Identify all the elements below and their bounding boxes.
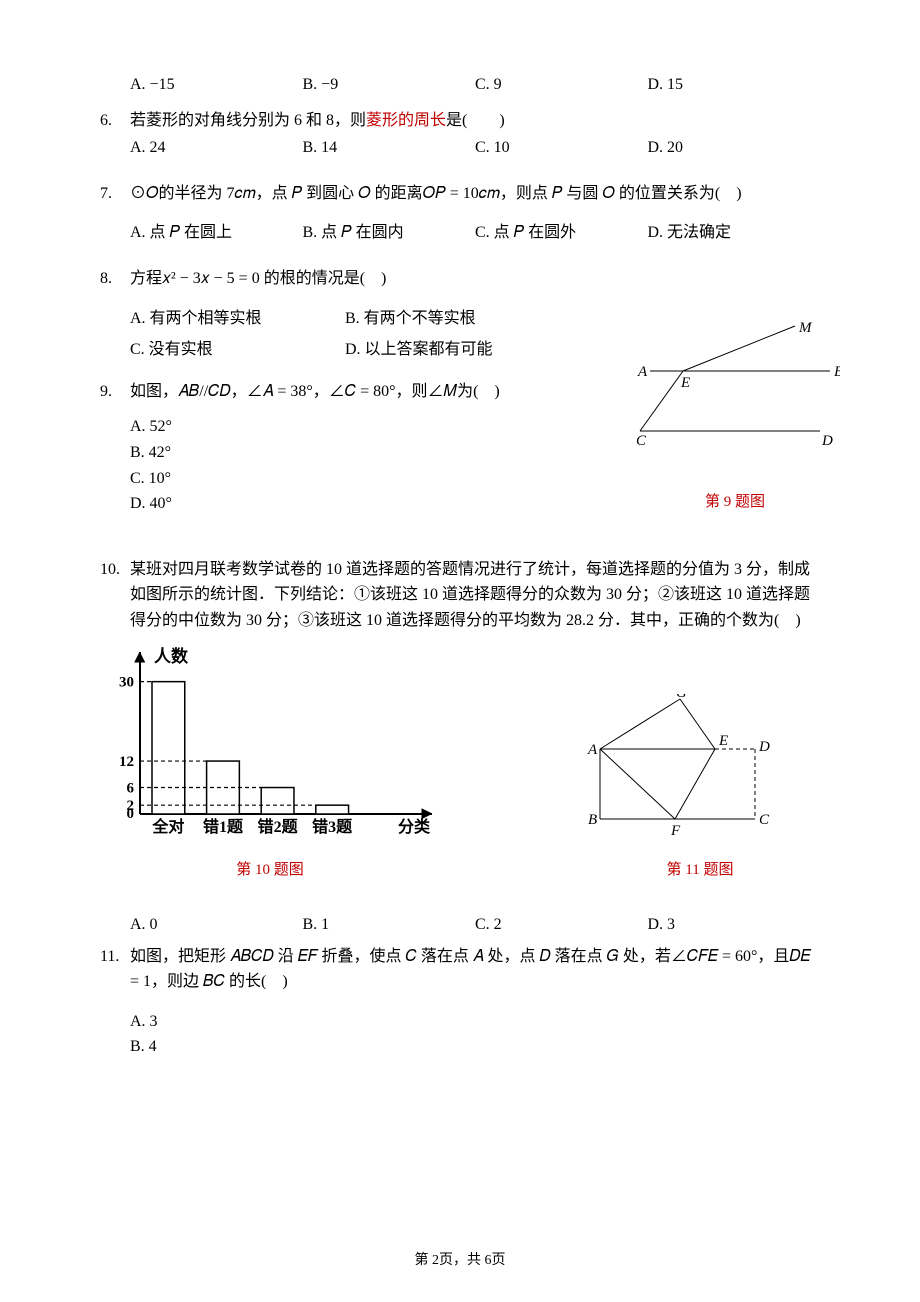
q6-stem-red: 菱形的周长 (366, 112, 446, 129)
q8-opt-b: B. 有两个不等实根 (345, 306, 560, 332)
q8-opt-c: C. 没有实根 (130, 337, 345, 363)
q10-stem: 10. 某班对四月联考数学试卷的 10 道选择题的答题情况进行了统计，每道选择题… (100, 557, 820, 634)
q11-opt-a: A. 3 (130, 1009, 820, 1035)
q11-options: A. 3 B. 4 (100, 1009, 820, 1060)
q6-opt-d: D. 20 (648, 135, 821, 161)
q10-figure: 0261230全对错1题错2题错3题人数分类 第 10 题图 (100, 644, 440, 883)
q10-opt-d: D. 3 (648, 912, 821, 938)
svg-text:6: 6 (127, 780, 135, 796)
svg-text:D: D (821, 433, 833, 449)
svg-text:E: E (718, 733, 728, 749)
q8-text: 方程𝑥² − 3𝑥 − 5 = 0 的根的情况是( ) (130, 266, 820, 292)
q6-stem: 6. 若菱形的对角线分别为 6 和 8，则菱形的周长是( ) (100, 108, 820, 134)
q7-opt-d: D. 无法确定 (648, 220, 821, 246)
svg-text:C: C (759, 812, 770, 828)
q11-stem: 11. 如图，把矩形 𝐴𝐵𝐶𝐷 沿 𝐸𝐹 折叠，使点 𝐶 落在点 𝐴 处，点 𝐷… (100, 944, 820, 995)
q6-stem-pre: 若菱形的对角线分别为 6 和 8，则 (130, 112, 366, 129)
q7-options: A. 点 𝑃 在圆上 B. 点 𝑃 在圆内 C. 点 𝑃 在圆外 D. 无法确定 (100, 220, 820, 246)
svg-text:全对: 全对 (151, 817, 184, 836)
q11-num: 11. (100, 944, 130, 995)
q10-caption: 第 10 题图 (100, 858, 440, 882)
svg-text:F: F (670, 823, 681, 839)
svg-text:B: B (834, 364, 840, 380)
q8-stem: 8. 方程𝑥² − 3𝑥 − 5 = 0 的根的情况是( ) (100, 266, 820, 292)
svg-text:错2题: 错2题 (258, 817, 299, 836)
q7-stem: 7. ⊙𝑂的半径为 7𝑐𝑚，点 𝑃 到圆心 𝑂 的距离𝑂𝑃 = 10𝑐𝑚，则点 … (100, 181, 820, 207)
q6-opt-c: C. 10 (475, 135, 648, 161)
q5-options: A. −15 B. −9 C. 9 D. 15 (100, 72, 820, 98)
q11-diagram: A B C D E F G (580, 694, 790, 844)
q5-opt-d: D. 15 (648, 72, 821, 98)
svg-text:B: B (588, 812, 597, 828)
q10-opt-c: C. 2 (475, 912, 648, 938)
q7-opt-c: C. 点 𝑃 在圆外 (475, 220, 648, 246)
svg-text:E: E (680, 375, 690, 391)
q11-opt-b: B. 4 (130, 1034, 820, 1060)
svg-text:2: 2 (127, 798, 135, 814)
q6-num: 6. (100, 108, 130, 134)
q10-chart: 0261230全对错1题错2题错3题人数分类 (100, 644, 440, 844)
q7-opt-b: B. 点 𝑃 在圆内 (303, 220, 476, 246)
svg-text:D: D (758, 739, 770, 755)
q5-opt-a: A. −15 (130, 72, 303, 98)
q6-options: A. 24 B. 14 C. 10 D. 20 (100, 135, 820, 161)
q7-num: 7. (100, 181, 130, 207)
svg-text:G: G (676, 694, 687, 701)
svg-text:C: C (636, 433, 647, 449)
q9-diagram: A B C D M E (630, 321, 840, 451)
q9-num: 9. (100, 379, 130, 405)
q11-text: 如图，把矩形 𝐴𝐵𝐶𝐷 沿 𝐸𝐹 折叠，使点 𝐶 落在点 𝐴 处，点 𝐷 落在点… (130, 944, 820, 995)
q9-figure: A B C D M E 第 9 题图 (630, 321, 840, 514)
q5-opt-b: B. −9 (303, 72, 476, 98)
q10-num: 10. (100, 557, 130, 634)
q5-opt-c: C. 9 (475, 72, 648, 98)
q7-text: ⊙𝑂的半径为 7𝑐𝑚，点 𝑃 到圆心 𝑂 的距离𝑂𝑃 = 10𝑐𝑚，则点 𝑃 与… (130, 181, 820, 207)
q8-opt-a: A. 有两个相等实根 (130, 306, 345, 332)
q11-figure: A B C D E F G 第 11 题图 (580, 694, 820, 883)
svg-text:错1题: 错1题 (203, 817, 244, 836)
q8-opt-d: D. 以上答案都有可能 (345, 337, 560, 363)
q8-num: 8. (100, 266, 130, 292)
page-footer: 第 2页，共 6页 (0, 1250, 920, 1272)
q6-opt-b: B. 14 (303, 135, 476, 161)
svg-text:A: A (587, 742, 598, 758)
svg-text:错3题: 错3题 (312, 817, 353, 836)
q9-caption: 第 9 题图 (630, 490, 840, 514)
q10-opt-b: B. 1 (303, 912, 476, 938)
q6-stem-post: 是( ) (446, 112, 505, 129)
q7-opt-a: A. 点 𝑃 在圆上 (130, 220, 303, 246)
svg-text:A: A (637, 364, 648, 380)
q10-opt-a: A. 0 (130, 912, 303, 938)
q10-options: A. 0 B. 1 C. 2 D. 3 (100, 912, 820, 938)
q10-text: 某班对四月联考数学试卷的 10 道选择题的答题情况进行了统计，每道选择题的分值为… (130, 557, 820, 634)
svg-text:30: 30 (119, 674, 134, 690)
svg-text:M: M (798, 321, 813, 336)
svg-text:人数: 人数 (154, 646, 189, 666)
svg-text:12: 12 (119, 754, 134, 770)
q6-opt-a: A. 24 (130, 135, 303, 161)
svg-text:分类: 分类 (398, 817, 431, 836)
q11-caption: 第 11 题图 (580, 858, 820, 882)
